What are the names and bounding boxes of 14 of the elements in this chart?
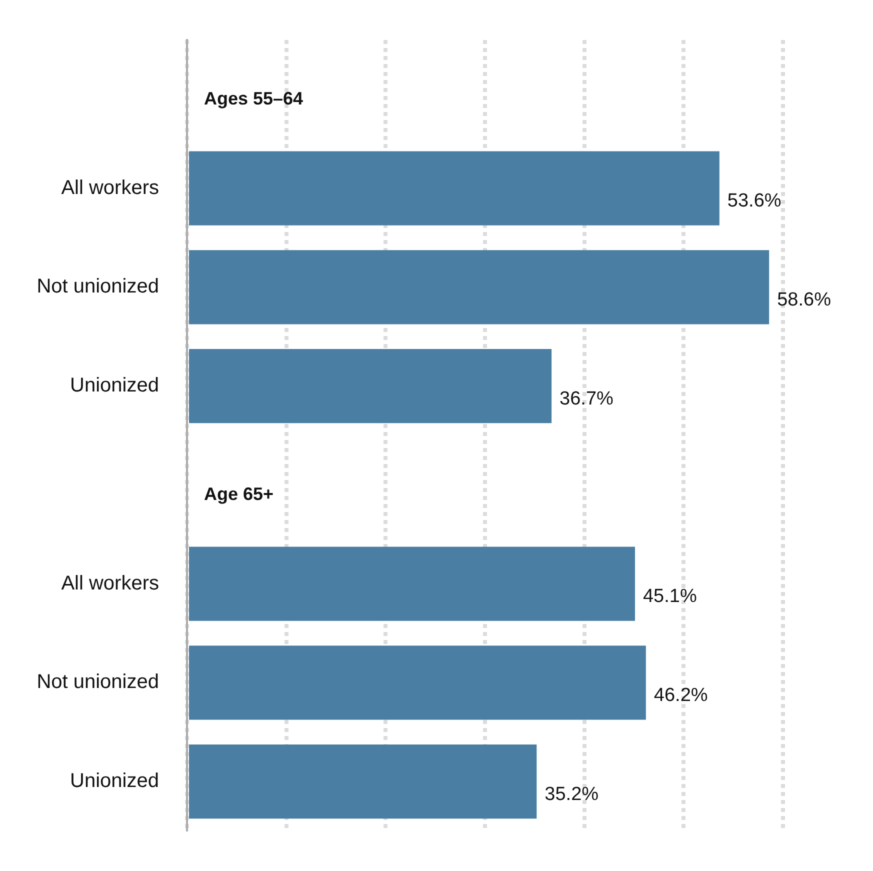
data-label: 35.2% <box>544 784 599 805</box>
data-label: 46.2% <box>654 684 708 706</box>
data-label: 53.6% <box>727 190 782 212</box>
y-tick-label: All workers <box>61 572 159 594</box>
data-label: 36.7% <box>560 388 614 410</box>
y-tick-label: Unionized <box>70 770 159 792</box>
y-tick-label: All workers <box>61 176 159 199</box>
data-label: 45.1% <box>642 586 697 608</box>
annotation: Age 65+ <box>204 484 274 504</box>
y-tick-label: Unionized <box>70 374 159 397</box>
data-label: 58.6% <box>777 289 832 310</box>
y-tick-label: Not unionized <box>36 276 159 298</box>
y-tick-label: Not unionized <box>36 671 159 694</box>
annotation: Ages 55–64 <box>204 88 304 108</box>
